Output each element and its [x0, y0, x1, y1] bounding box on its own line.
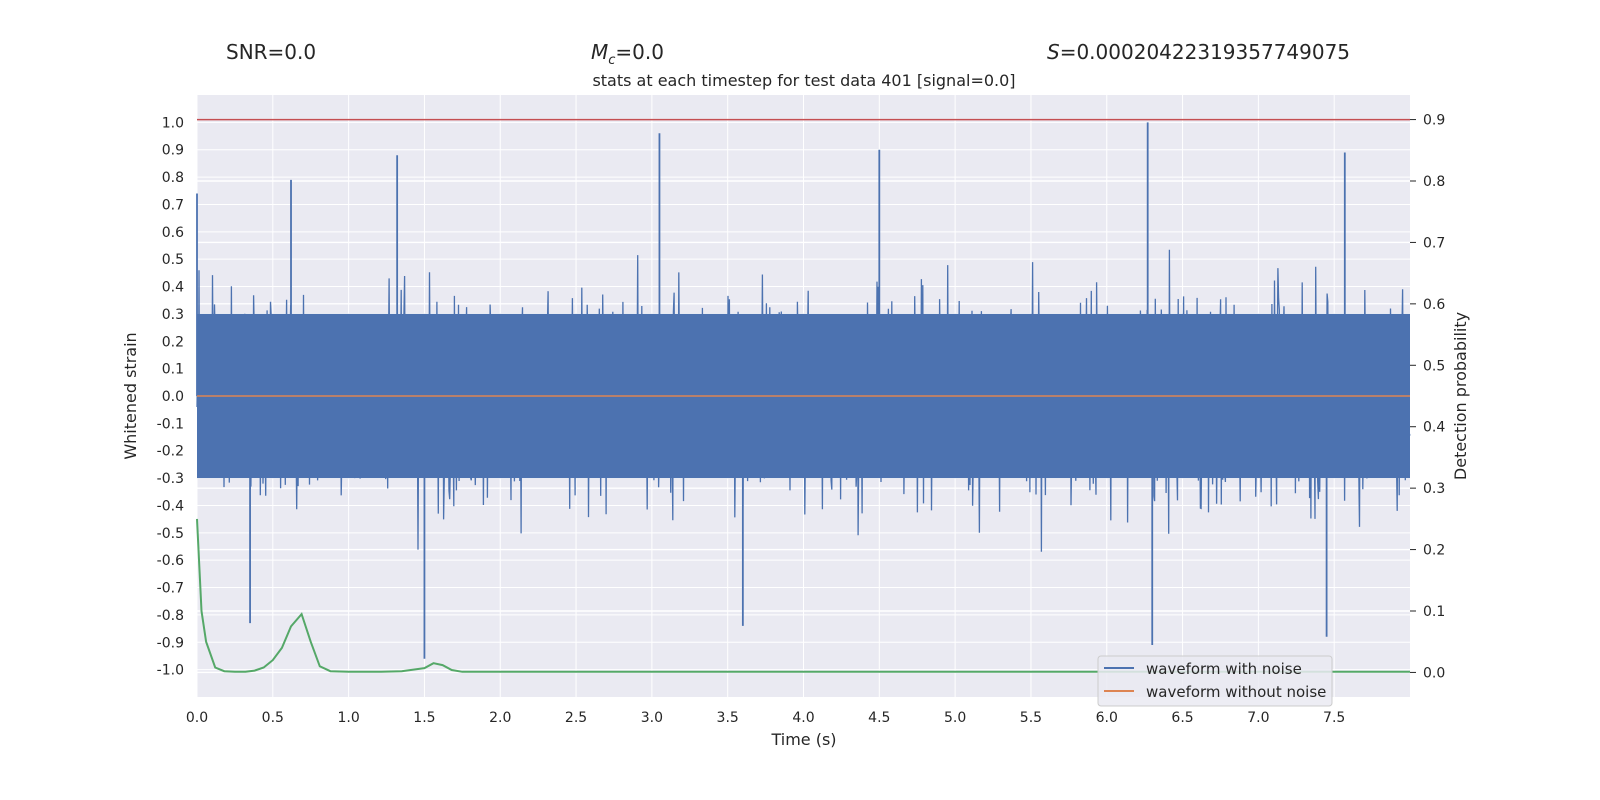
y-tick-label: 0.6 — [162, 225, 184, 241]
y-tick-label: 0.4 — [162, 280, 184, 296]
y-tick-label: 1.0 — [162, 115, 184, 131]
legend-box — [1097, 655, 1333, 707]
y-tick-label: -0.9 — [157, 635, 184, 651]
x-tick-label: 4.0 — [792, 710, 814, 726]
y-tick-label: 0.9 — [162, 143, 184, 159]
y-tick-label: -0.8 — [157, 608, 184, 624]
snr-label: SNR=0.0 — [226, 40, 317, 64]
x-tick-label: 0.5 — [262, 710, 284, 726]
x-tick-label: 7.0 — [1247, 710, 1269, 726]
y-tick-label: -0.1 — [157, 416, 184, 432]
y2-tick-label: 0.6 — [1423, 297, 1445, 313]
chirp-mass-value: =0.0 — [615, 40, 664, 64]
y2-tick-label: 0.5 — [1423, 358, 1445, 374]
x-tick-label: 6.5 — [1171, 710, 1193, 726]
x-tick-label: 3.5 — [717, 710, 739, 726]
y-tick-label: 0.8 — [162, 170, 184, 186]
x-tick-label: 1.5 — [413, 710, 435, 726]
y-tick-label: 0.3 — [162, 307, 184, 323]
y-tick-label: -0.6 — [157, 553, 184, 569]
score-symbol: S — [1047, 40, 1060, 64]
y-tick-label: -0.7 — [157, 581, 184, 597]
y2-tick-label: 0.0 — [1423, 665, 1445, 681]
y-tick-label: 0.1 — [162, 362, 184, 378]
legend-label-clean: waveform without noise — [1146, 683, 1326, 701]
series-lines — [196, 118, 1410, 673]
y-tick-label: -0.3 — [157, 471, 184, 487]
y-tick-label: -0.4 — [157, 498, 184, 514]
x-tick-label: 5.0 — [944, 710, 966, 726]
x-tick-label: 5.5 — [1020, 710, 1042, 726]
y2-tick-label: 0.7 — [1423, 235, 1445, 251]
x-axis-ticks: 0.0 0.5 1.0 1.5 2.0 2.5 3.0 3.5 4.0 4.5 5.0 5.5 6.0 6… — [186, 710, 1345, 726]
chirp-mass-label: Mc=0.0 — [591, 40, 664, 68]
x-tick-label: 6.0 — [1096, 710, 1118, 726]
y-tick-label: -0.5 — [157, 526, 184, 542]
y2-tick-label: 0.1 — [1423, 604, 1445, 620]
y-tick-label: 0.2 — [162, 334, 184, 350]
y-tick-label: 0.5 — [162, 252, 184, 268]
x-tick-label: 7.5 — [1323, 710, 1345, 726]
y-tick-label: -1.0 — [157, 663, 184, 679]
chart-title: stats at each timestep for test data 401… — [592, 71, 1015, 90]
x-tick-label: 3.0 — [641, 710, 663, 726]
score-label: S=0.00020422319357749075 — [1047, 40, 1350, 64]
legend: waveform with noise waveform without noi… — [1097, 655, 1333, 707]
y2-tick-label: 0.2 — [1423, 543, 1445, 559]
x-axis-label: Time (s) — [770, 730, 836, 749]
score-value: =0.00020422319357749075 — [1059, 40, 1351, 64]
x-tick-label: 4.5 — [868, 710, 890, 726]
detection-probability-line — [196, 518, 1410, 673]
y2-tick-label: 0.8 — [1423, 174, 1445, 190]
x-tick-label: 2.0 — [489, 710, 511, 726]
y-tick-label: 0.0 — [162, 389, 184, 405]
y-axis-ticks: 1.0 0.9 0.8 0.7 0.6 0.5 0.4 0.3 0.2 0.1 0.0 -0.1 -0.… — [157, 115, 184, 678]
x-tick-label: 1.0 — [337, 710, 359, 726]
y2-tick-label: 0.4 — [1423, 420, 1445, 436]
x-tick-label: 2.5 — [565, 710, 587, 726]
chirp-mass-subscript: c — [608, 53, 616, 68]
y-axis-label: Whitened strain — [121, 332, 140, 459]
y2-tick-label: 0.9 — [1423, 113, 1445, 129]
y-tick-label: -0.2 — [157, 444, 184, 460]
y2-axis-label: Detection probability — [1451, 312, 1470, 480]
y-tick-label: 0.7 — [162, 197, 184, 213]
y2-tick-label: 0.3 — [1423, 481, 1445, 497]
chirp-mass-symbol: M — [591, 40, 609, 64]
legend-label-noise: waveform with noise — [1146, 660, 1302, 678]
x-tick-label: 0.0 — [186, 710, 208, 726]
y2-axis-ticks: 0.9 0.8 0.7 0.6 0.5 0.4 0.3 0.2 0.1 0.0 — [1410, 113, 1445, 681]
